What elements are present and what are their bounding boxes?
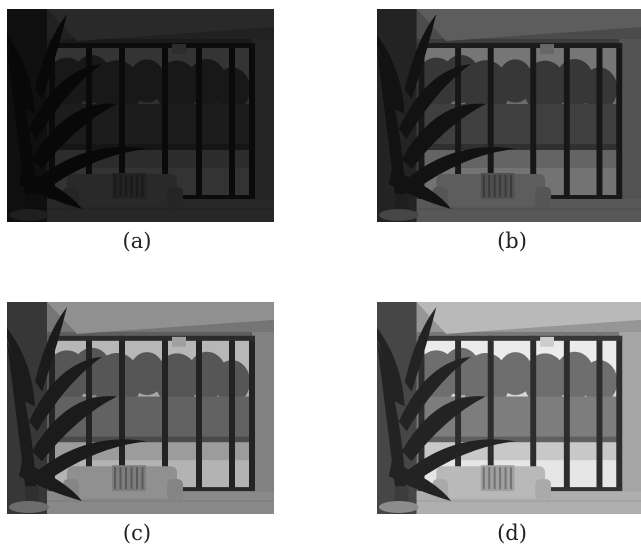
photo-d xyxy=(377,302,641,514)
caption-c: (c) xyxy=(122,521,152,545)
interior-scene-image xyxy=(7,9,274,222)
caption-d: (d) xyxy=(497,521,527,545)
photo-a xyxy=(7,9,274,222)
photo-c xyxy=(7,302,274,514)
caption-b: (b) xyxy=(497,229,527,253)
photo-b xyxy=(377,9,641,222)
caption-a: (a) xyxy=(122,229,152,253)
interior-scene-image xyxy=(377,9,641,222)
interior-scene-image xyxy=(377,302,641,514)
interior-scene-image xyxy=(7,302,274,514)
